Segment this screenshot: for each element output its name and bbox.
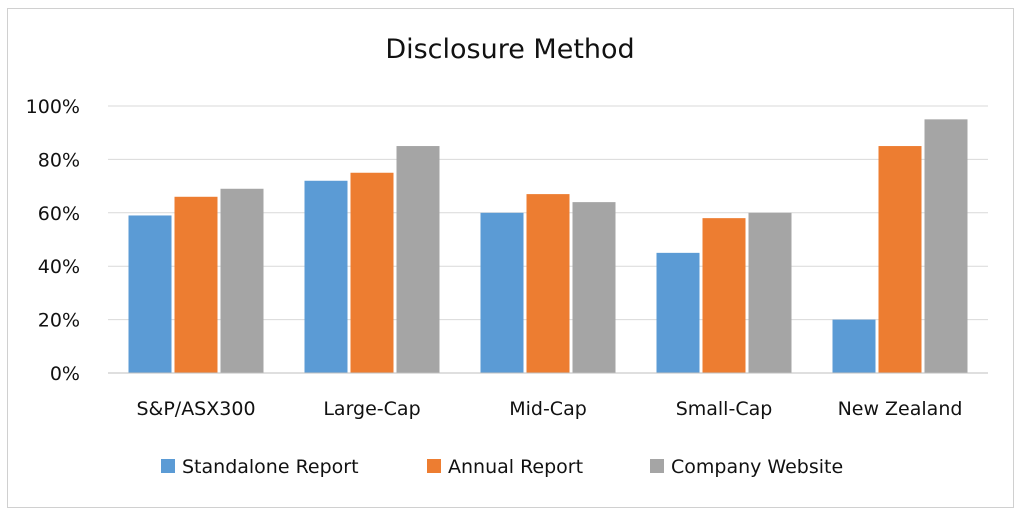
category-label: Mid-Cap [509, 398, 587, 420]
legend-swatch [427, 459, 441, 473]
category-label: Small-Cap [676, 398, 773, 420]
y-tick-label: 40% [38, 256, 80, 278]
bar [832, 319, 876, 373]
legend-swatch [161, 459, 175, 473]
category-label: Large-Cap [323, 398, 420, 420]
y-axis-ticks: 0% 20% 40% 60% 80% 100% [26, 96, 80, 385]
category-label: S&P/ASX300 [136, 398, 255, 420]
bar [924, 119, 968, 373]
bar [220, 188, 264, 373]
chart-title: Disclosure Method [385, 34, 634, 65]
bar [128, 215, 172, 373]
bar [174, 196, 218, 373]
bar [878, 146, 922, 373]
legend-label: Annual Report [448, 456, 583, 478]
y-tick-label: 80% [38, 149, 80, 171]
legend-label: Standalone Report [182, 456, 359, 478]
y-tick-label: 100% [26, 96, 80, 118]
bar [396, 146, 440, 373]
category-label: New Zealand [838, 398, 963, 420]
category-labels: S&P/ASX300 Large-Cap Mid-Cap Small-Cap New Z… [136, 398, 962, 420]
bar [702, 218, 746, 373]
bar [748, 212, 792, 373]
y-tick-label: 60% [38, 203, 80, 225]
legend-swatch [650, 459, 664, 473]
y-tick-label: 20% [38, 310, 80, 332]
bars [128, 119, 968, 373]
bar [480, 212, 524, 373]
legend-label: Company Website [671, 456, 843, 478]
legend: Standalone Report Annual Report Company We… [161, 456, 843, 478]
bar [572, 202, 616, 373]
y-tick-label: 0% [50, 363, 80, 385]
bar [350, 172, 394, 373]
bar [304, 180, 348, 373]
bar [656, 252, 700, 373]
bar [526, 194, 570, 373]
